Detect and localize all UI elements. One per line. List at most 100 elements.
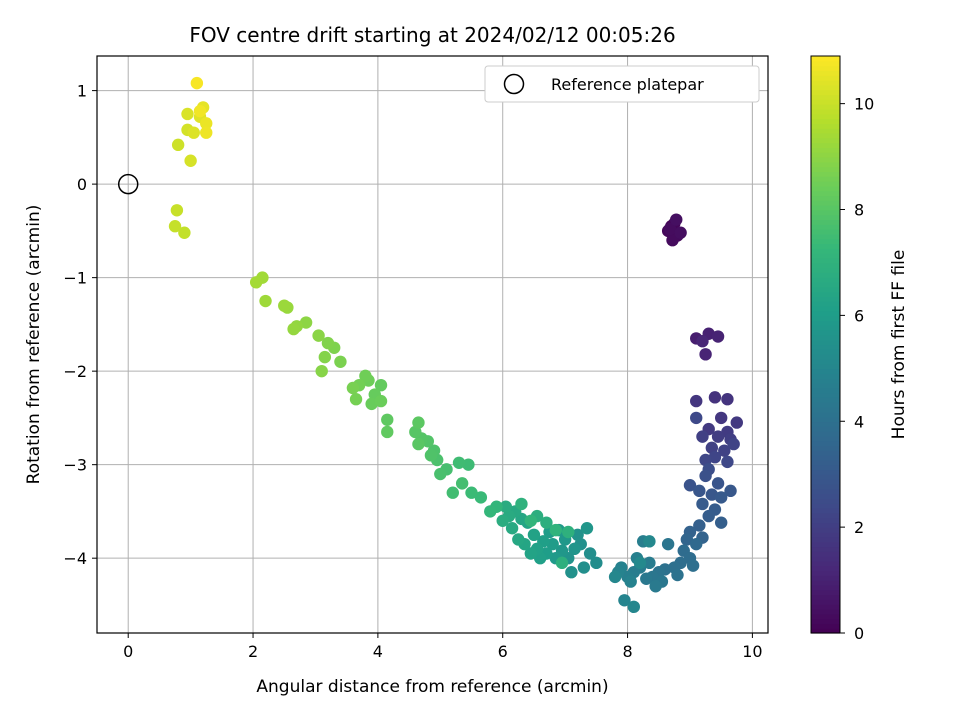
data-point [714,516,728,529]
colorbar-segment [811,392,840,398]
colorbar-segment [811,397,840,403]
y-tick-label: −4 [63,549,87,568]
data-point [484,505,497,518]
colorbar-segment [811,536,840,543]
data-point [590,556,603,570]
data-point [705,441,719,455]
colorbar-segment [811,507,840,514]
data-point [315,364,328,378]
colorbar-segment [811,185,840,192]
data-point [424,449,438,462]
colorbar-segment [811,354,840,360]
data-point [661,537,675,551]
data-point [187,126,200,139]
colorbar-segment [811,205,840,211]
colorbar-tick-label: 8 [854,201,864,220]
colorbar-segment [811,493,840,499]
colorbar-segment [811,613,840,620]
colorbar-segment [811,483,840,490]
x-tick-label: 2 [248,642,258,661]
data-point [724,484,737,498]
data-point [643,556,656,570]
colorbar-segment [811,166,840,172]
colorbar-segment [811,435,840,442]
data-point [346,381,360,395]
colorbar-tick-label: 6 [854,306,864,325]
colorbar-segment [811,450,840,456]
data-point [624,575,637,588]
colorbar-segment [811,315,840,322]
data-point [178,226,191,239]
data-point [278,299,291,312]
data-point [674,226,687,239]
colorbar-segment [811,498,840,504]
colorbar-segment [811,248,840,254]
y-tick-label: −1 [63,269,87,288]
colorbar-segment [811,416,840,423]
colorbar-segment [811,608,840,615]
colorbar-label: Hours from first FF file [889,250,909,440]
colorbar-segment [811,147,840,153]
colorbar-segment [811,310,840,317]
colorbar-segment [811,70,840,76]
colorbar-segment [811,118,840,124]
data-point [334,355,347,369]
colorbar-segment [811,176,840,182]
colorbar-segment [811,214,840,221]
colorbar-gradient [811,56,840,634]
data-points [117,76,743,614]
data-point [693,519,706,532]
colorbar-segment [811,171,840,177]
data-point [627,600,640,614]
colorbar-segment [811,570,840,576]
colorbar-segment [811,503,840,509]
x-tick-label: 6 [498,642,508,661]
colorbar-segment [811,599,840,605]
colorbar-segment [811,243,840,249]
data-point [546,537,559,551]
data-point [705,488,719,501]
colorbar-segment [811,84,840,91]
colorbar-segment [811,209,840,216]
colorbar-segment [811,411,840,418]
data-point [721,455,734,469]
data-point [568,542,581,556]
data-point [512,533,525,546]
colorbar-segment [811,594,840,600]
colorbar-segment [811,532,840,538]
colorbar-segment [811,455,840,461]
colorbar-segment [811,200,840,206]
colorbar-segment [811,368,840,374]
colorbar-segment [811,469,840,475]
colorbar-segment [811,132,840,139]
data-point [633,556,647,570]
data-point [287,322,300,336]
colorbar-segment [811,556,840,562]
colorbar-segment [811,344,840,350]
colorbar-tick-label: 4 [854,412,864,431]
x-tick-label: 10 [742,642,762,661]
colorbar-segment [811,363,840,370]
data-point [465,486,478,499]
data-point [193,104,207,118]
legend: Reference platepar [484,65,760,103]
colorbar-segment [811,219,840,225]
x-tick-label: 0 [123,642,133,661]
colorbar-segment [811,195,840,201]
colorbar-segment [811,89,840,96]
data-point [608,570,622,584]
colorbar-segment [811,99,840,105]
data-point [686,559,700,572]
data-point [714,491,728,504]
colorbar-segment [811,440,840,447]
colorbar-segment [811,257,840,264]
colorbar-segment [811,181,840,187]
data-point [168,220,182,233]
data-point [727,437,740,451]
data-point [693,484,706,498]
data-point [462,458,475,471]
colorbar-segment [811,56,840,62]
colorbar-segment [811,238,840,245]
colorbar-segment [811,296,840,302]
colorbar-segment [811,623,840,629]
